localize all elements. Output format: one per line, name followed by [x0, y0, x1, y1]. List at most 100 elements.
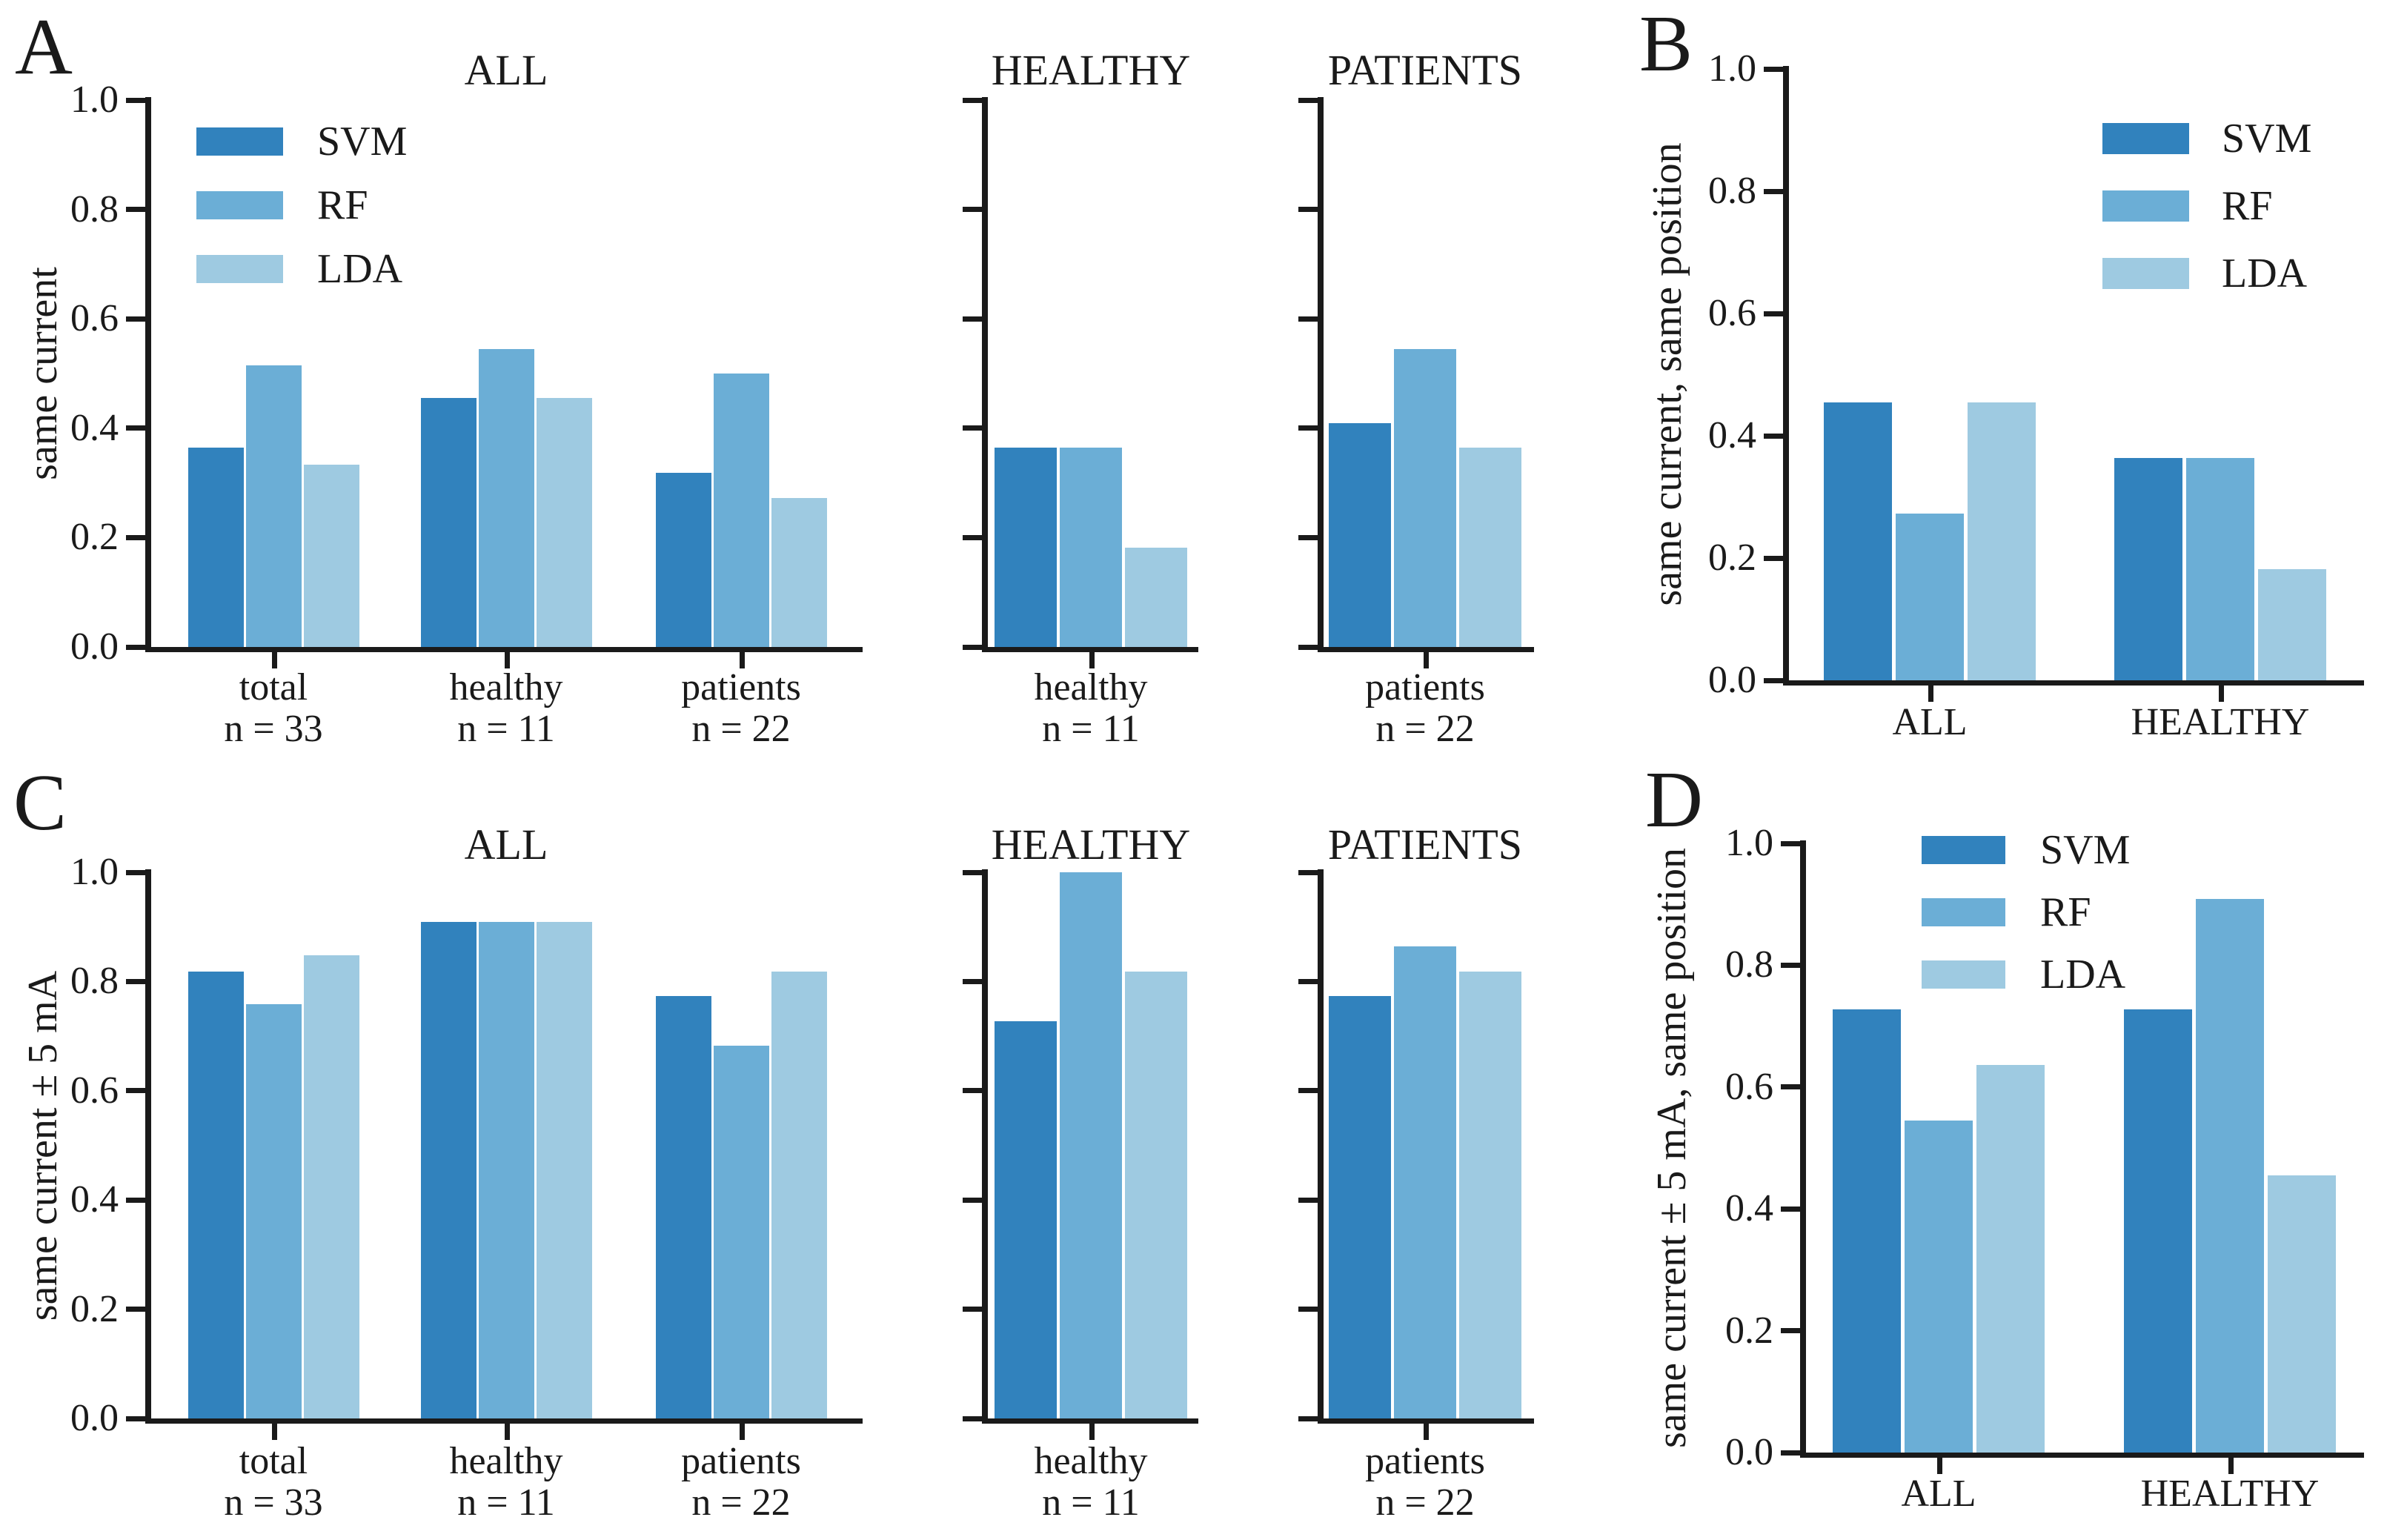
- x-axis-line: [1783, 680, 2364, 686]
- y-tick-mark: [1764, 555, 1783, 561]
- x-group-label: patients: [1365, 666, 1485, 708]
- legend-swatch-rf: [196, 191, 283, 219]
- bar-svm-all: [1824, 402, 1892, 680]
- x-group-label: healthy: [1034, 666, 1148, 708]
- bar-rf-patients: [1394, 946, 1456, 1418]
- y-tick-label: 0.6: [70, 1069, 119, 1112]
- y-tick-label: 0.6: [70, 297, 119, 340]
- y-tick-mark: [963, 1088, 982, 1094]
- y-tick-mark: [126, 316, 145, 322]
- y-tick-mark: [1298, 534, 1318, 540]
- y-tick-label: 0.2: [1708, 537, 1756, 579]
- y-tick-mark: [963, 644, 982, 650]
- y-tick-label: 0.0: [70, 625, 119, 668]
- y-tick-mark: [1781, 840, 1800, 846]
- y-tick-label: 0.4: [70, 1178, 119, 1221]
- x-group-label: HEALTHY: [2140, 1473, 2320, 1515]
- bar-rf-all: [1905, 1121, 1973, 1453]
- legend-label-rf: RF: [2040, 889, 2091, 935]
- axes-title: PATIENTS: [1327, 46, 1523, 94]
- bar-rf-patients: [713, 374, 769, 647]
- bar-svm-patients: [655, 473, 711, 647]
- bar-rf-patients: [1394, 348, 1456, 647]
- y-tick-mark: [963, 97, 982, 103]
- x-tick-mark: [1089, 652, 1095, 668]
- bar-rf-patients: [713, 1046, 769, 1418]
- x-tick-mark: [504, 1424, 510, 1440]
- x-axis-line: [145, 647, 863, 652]
- y-axis-spine: [982, 869, 988, 1421]
- y-tick-mark: [126, 644, 145, 650]
- y-tick-label: 0.4: [70, 406, 119, 449]
- y-axis-spine: [1318, 97, 1324, 650]
- x-group-label: patients: [681, 666, 801, 708]
- bar-lda-patients: [1459, 448, 1521, 647]
- axes-title: ALL: [464, 820, 548, 869]
- y-tick-mark: [1781, 962, 1800, 968]
- y-tick-mark: [1298, 644, 1318, 650]
- y-tick-mark: [1298, 97, 1318, 103]
- legend-swatch-svm: [196, 127, 283, 156]
- legend-label-lda: LDA: [317, 246, 403, 292]
- bar-lda-healthy: [1125, 547, 1187, 647]
- y-tick-mark: [126, 869, 145, 875]
- y-tick-mark: [1764, 677, 1783, 683]
- bar-svm-healthy: [2124, 1009, 2192, 1453]
- bar-svm-patients: [1329, 996, 1391, 1418]
- x-group-label: healthy: [449, 1440, 563, 1482]
- y-tick-label: 0.2: [1725, 1309, 1773, 1352]
- x-tick-mark: [1423, 652, 1429, 668]
- y-tick-label: 0.4: [1725, 1187, 1773, 1230]
- bar-svm-healthy: [995, 1021, 1057, 1418]
- x-group-sublabel: n = 22: [691, 1481, 791, 1524]
- x-group-sublabel: n = 11: [457, 708, 555, 750]
- y-axis-label: same current ± 5 mA: [20, 970, 66, 1321]
- bar-lda-patients: [771, 497, 827, 647]
- bar-rf-total: [245, 365, 302, 647]
- x-group-sublabel: n = 11: [1042, 1481, 1140, 1524]
- y-tick-mark: [963, 425, 982, 431]
- y-tick-label: 1.0: [1725, 822, 1773, 864]
- y-tick-mark: [1298, 1197, 1318, 1203]
- y-axis-spine: [1783, 66, 1789, 683]
- bar-rf-healthy: [2186, 457, 2254, 680]
- y-tick-label: 0.0: [1725, 1431, 1773, 1473]
- bar-lda-healthy: [536, 398, 592, 647]
- x-group-label: patients: [1365, 1440, 1485, 1482]
- y-tick-mark: [1298, 316, 1318, 322]
- bar-rf-healthy: [478, 348, 534, 647]
- bar-svm-patients: [655, 996, 711, 1418]
- y-tick-label: 0.8: [70, 187, 119, 230]
- y-tick-label: 0.8: [1708, 170, 1756, 212]
- y-tick-label: 0.0: [1708, 659, 1756, 701]
- y-tick-mark: [1298, 978, 1318, 984]
- bar-lda-all: [1976, 1065, 2045, 1453]
- x-group-sublabel: n = 33: [224, 1481, 323, 1524]
- bar-rf-healthy: [478, 922, 534, 1418]
- x-axis-line: [1318, 1418, 1534, 1424]
- bar-svm-total: [187, 448, 244, 647]
- axes-title: ALL: [464, 46, 548, 94]
- y-axis-spine: [982, 97, 988, 650]
- x-group-label: ALL: [1901, 1473, 1976, 1515]
- x-group-sublabel: n = 22: [1375, 708, 1475, 750]
- x-axis-line: [145, 1418, 863, 1424]
- axes-title: HEALTHY: [991, 46, 1191, 94]
- y-tick-label: 1.0: [70, 79, 119, 121]
- y-axis-spine: [145, 869, 151, 1421]
- y-tick-label: 1.0: [1708, 47, 1756, 90]
- x-axis-line: [982, 647, 1198, 652]
- y-axis-spine: [145, 97, 151, 650]
- y-axis-spine: [1800, 840, 1806, 1456]
- y-tick-mark: [1764, 188, 1783, 194]
- x-tick-mark: [1089, 1424, 1095, 1440]
- axes-title: PATIENTS: [1327, 820, 1523, 869]
- x-tick-mark: [2218, 686, 2224, 702]
- y-tick-mark: [963, 1415, 982, 1421]
- bar-svm-patients: [1329, 423, 1391, 647]
- legend-swatch-lda: [1922, 960, 2005, 989]
- x-group-sublabel: n = 22: [1375, 1481, 1475, 1524]
- y-tick-mark: [963, 1197, 982, 1203]
- legend-swatch-lda: [2102, 258, 2189, 289]
